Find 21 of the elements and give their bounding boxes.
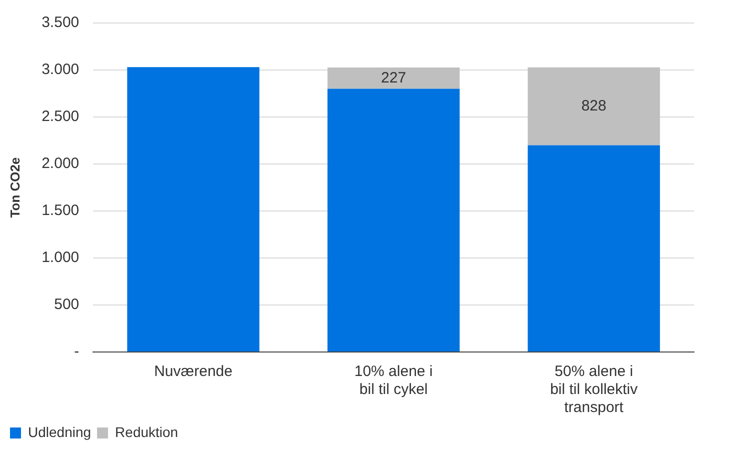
bar	[127, 67, 260, 352]
data-label: 828	[581, 97, 606, 114]
y-tick-label: 2.000	[42, 155, 80, 172]
y-tick-label: 1.000	[42, 249, 80, 266]
y-tick-label: -	[74, 343, 80, 360]
legend-label: Reduktion	[115, 424, 178, 440]
bar	[327, 67, 460, 89]
bar	[528, 145, 660, 352]
y-tick-label: 500	[54, 296, 80, 314]
y-tick-label: 2.500	[42, 108, 80, 126]
y-tick-label: 3.500	[42, 14, 80, 32]
x-tick-label: 10% alene i bil til cykel	[354, 363, 433, 398]
y-axis-title: Ton CO2e	[7, 157, 22, 218]
x-tick-label: 50% alene i bil til kollektiv transport	[550, 363, 638, 416]
y-tick-label: 1.500	[42, 202, 80, 220]
bar	[528, 67, 660, 146]
legend-label: Udledning	[28, 424, 92, 440]
x-tick-label: Nuværende	[154, 363, 232, 380]
y-tick-label: 3.000	[42, 61, 80, 78]
bar	[327, 88, 460, 352]
data-label: 227	[381, 69, 406, 86]
